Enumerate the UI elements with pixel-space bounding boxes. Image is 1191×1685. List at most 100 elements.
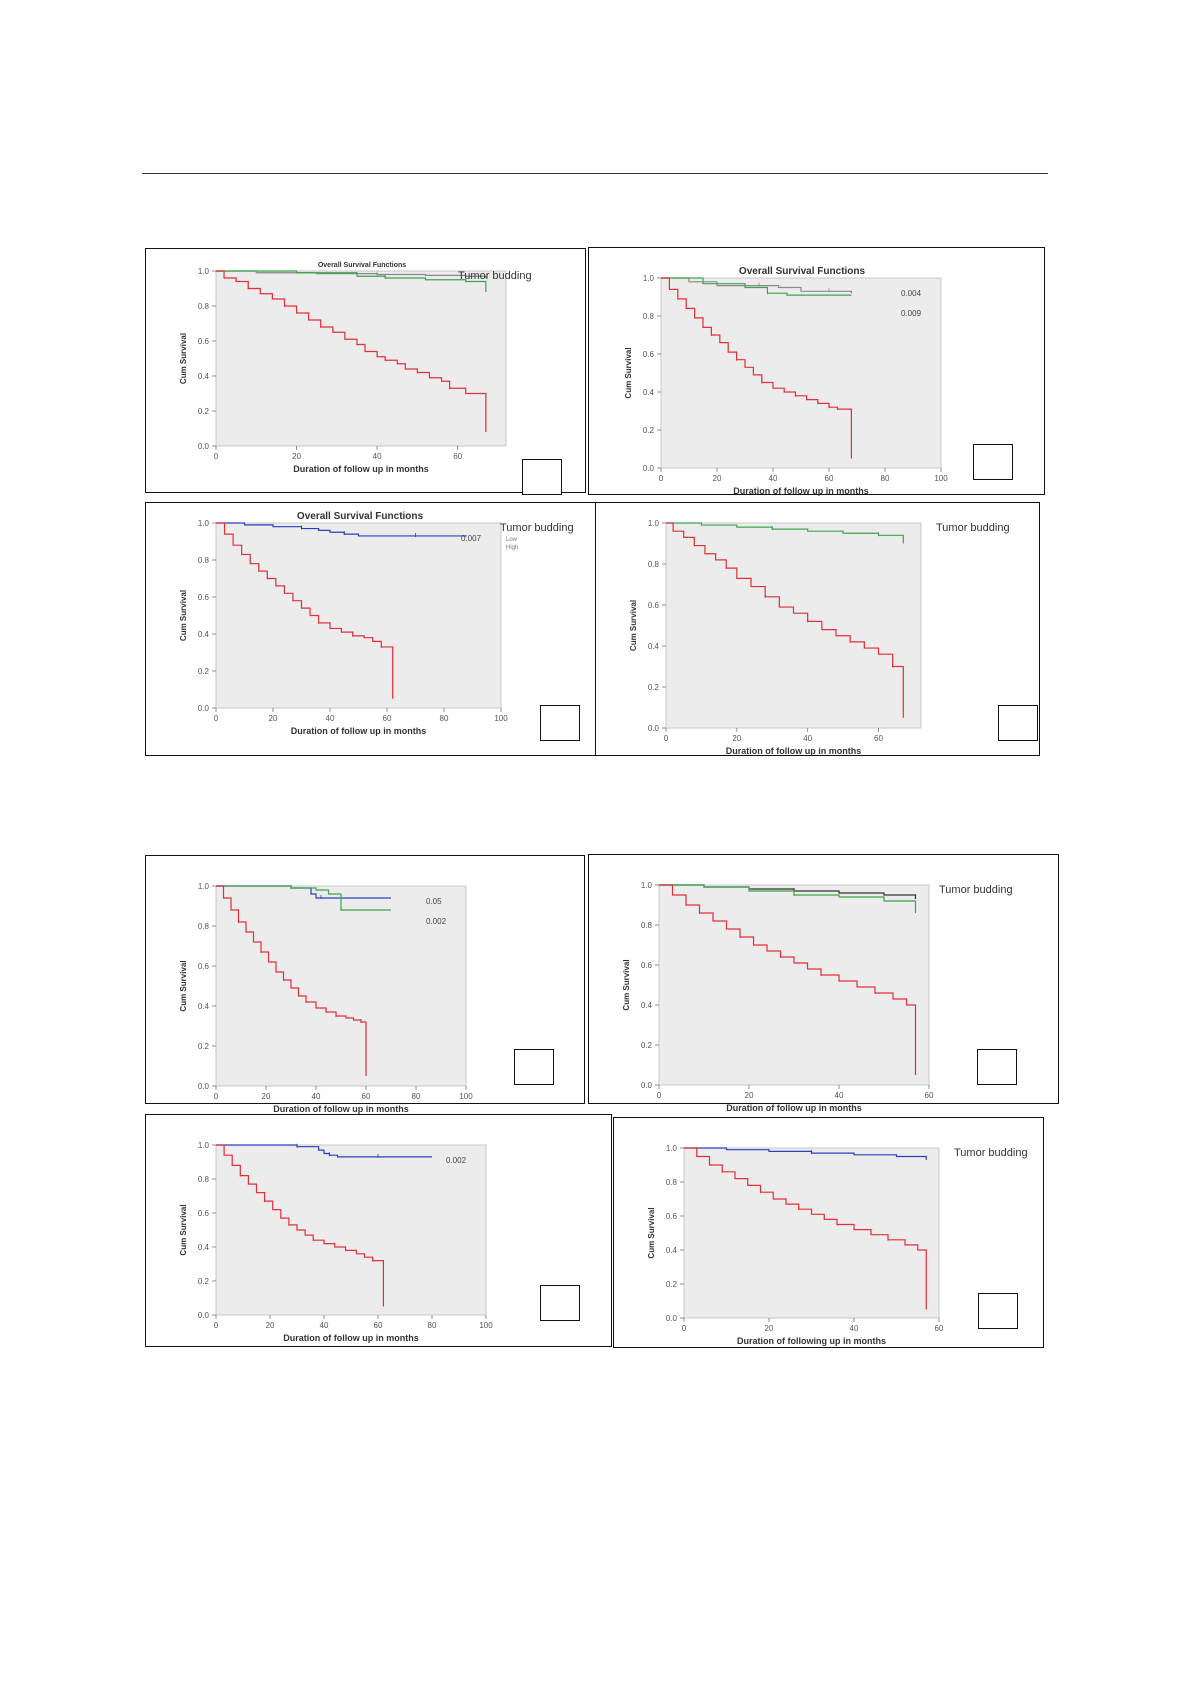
y-axis-title: Cum Survival: [179, 333, 188, 384]
x-axis-title: Duration of follow up in months: [291, 726, 426, 736]
y-tick-label: 1.0: [198, 882, 210, 891]
series-line: [216, 885, 367, 1076]
panel-label-box-3: [540, 705, 580, 741]
x-axis-title: Duration of follow up in months: [726, 746, 861, 756]
x-tick-label: 100: [479, 1321, 493, 1330]
x-tick-label: 60: [383, 714, 392, 723]
y-tick-label: 0.4: [641, 1001, 653, 1010]
x-tick-label: 40: [769, 474, 778, 483]
km-panel-3: Overall Survival Functions 0.0 0.2 0.4 0.6 0.…: [145, 502, 597, 756]
y-axis-title: Cum Survival: [179, 960, 188, 1011]
y-tick-label: 0.0: [198, 1082, 210, 1091]
y-tick-label: 0.6: [641, 961, 653, 970]
km-chart-4: 0.0 0.2 0.4 0.6 0.8 1.0 0 20 40 60 Duration of fol…: [629, 519, 1010, 756]
y-tick-label: 0.6: [198, 1209, 210, 1218]
km-panel-8: 0.0 0.2 0.4 0.6 0.8 1.0 0 20 40 60 Duration of fol…: [613, 1117, 1044, 1348]
x-tick-label: 40: [312, 1092, 321, 1101]
series-line: [661, 277, 852, 459]
x-tick-label: 20: [269, 714, 278, 723]
y-tick-label: 0.4: [198, 630, 210, 639]
x-axis-title: Duration of follow up in months: [283, 1333, 418, 1343]
y-tick-label: 0.2: [198, 407, 210, 416]
legend-title: Tumor budding: [939, 884, 1013, 896]
series-line: [216, 1144, 384, 1307]
y-axis-title: Cum Survival: [179, 1204, 188, 1255]
y-tick-label: 0.2: [198, 1042, 210, 1051]
x-tick-label: 40: [803, 734, 812, 743]
y-tick-label: 1.0: [643, 274, 655, 283]
x-tick-label: 0: [214, 1321, 219, 1330]
chart-title: Overall Survival Functions: [318, 262, 406, 269]
km-chart-5: 0.0 0.2 0.4 0.6 0.8 1.0 0 20 40 60 80 100 Duration o…: [179, 882, 473, 1114]
y-tick-label: 0.6: [198, 962, 210, 971]
y-tick-label: 0.0: [198, 442, 210, 451]
y-tick-label: 0.2: [198, 667, 210, 676]
y-tick-label: 0.6: [643, 350, 655, 359]
y-tick-label: 0.8: [198, 302, 210, 311]
x-tick-label: 0: [214, 714, 219, 723]
panel-label-box-5: [514, 1049, 554, 1085]
x-tick-label: 40: [326, 714, 335, 723]
y-tick-label: 0.8: [641, 921, 653, 930]
panel-label-box-6: [977, 1049, 1017, 1085]
x-tick-label: 80: [440, 714, 449, 723]
y-tick-label: 1.0: [198, 1141, 210, 1150]
x-tick-label: 60: [825, 474, 834, 483]
y-tick-label: 0.4: [648, 642, 660, 651]
x-tick-label: 20: [292, 452, 301, 461]
x-axis-title: Duration of follow up in months: [726, 1103, 861, 1113]
plot-area: [215, 270, 507, 447]
y-tick-label: 0.0: [643, 464, 655, 473]
x-tick-label: 80: [881, 474, 890, 483]
x-axis-title: Duration of follow up in months: [273, 1104, 408, 1114]
x-tick-label: 0: [657, 1091, 662, 1100]
x-tick-label: 20: [732, 734, 741, 743]
km-chart-3: Overall Survival Functions 0.0 0.2 0.4 0.6 0.…: [179, 511, 574, 736]
x-tick-label: 20: [745, 1091, 754, 1100]
x-tick-label: 60: [374, 1321, 383, 1330]
y-tick-label: 0.8: [198, 556, 210, 565]
y-tick-label: 0.6: [648, 601, 660, 610]
km-panel-2: Overall Survival Functions 0.0 0.2 0.4 0.6 0.…: [588, 247, 1045, 496]
x-tick-label: 0: [214, 1092, 219, 1101]
panel-label-box-8: [978, 1293, 1018, 1329]
x-tick-label: 0: [659, 474, 664, 483]
chart-title: Overall Survival Functions: [739, 266, 866, 277]
y-tick-label: 1.0: [648, 519, 660, 528]
x-tick-label: 20: [266, 1321, 275, 1330]
y-tick-label: 0.2: [648, 683, 660, 692]
km-chart-6: 0.0 0.2 0.4 0.6 0.8 1.0 0 20 40 60 Duration of fol…: [622, 881, 1013, 1113]
legend-entry: Low: [506, 537, 518, 543]
y-tick-label: 0.8: [198, 922, 210, 931]
y-tick-label: 0.4: [198, 1002, 210, 1011]
y-tick-label: 0.2: [643, 426, 655, 435]
y-tick-label: 0.8: [198, 1175, 210, 1184]
plot-area: [683, 1147, 940, 1319]
curve-annotation: 0.004: [901, 289, 922, 298]
x-tick-label: 60: [874, 734, 883, 743]
legend-title: Tumor budding: [458, 270, 532, 282]
x-tick-label: 60: [935, 1324, 944, 1333]
y-tick-label: 1.0: [198, 519, 210, 528]
km-panel-4: 0.0 0.2 0.4 0.6 0.8 1.0 0 20 40 60 Duration of fol…: [595, 502, 1040, 756]
y-tick-label: 0.2: [641, 1041, 653, 1050]
x-axis-title: Duration of follow up in months: [733, 486, 868, 496]
panel-label-box-4: [998, 705, 1038, 741]
y-tick-label: 0.0: [666, 1314, 678, 1323]
y-tick-label: 0.4: [666, 1246, 678, 1255]
km-panel-1: Overall Survival Functions 0.0 0.2 0.4 0.6 0.…: [145, 248, 586, 495]
curve-annotation: 0.007: [461, 534, 482, 543]
y-tick-label: 0.0: [198, 704, 210, 713]
series-line: [216, 1144, 432, 1158]
x-tick-label: 60: [362, 1092, 371, 1101]
y-tick-label: 1.0: [641, 881, 653, 890]
panel-label-box-7: [540, 1285, 580, 1321]
y-tick-label: 0.8: [643, 312, 655, 321]
legend-title: Tumor budding: [500, 522, 574, 534]
y-axis-title: Cum Survival: [629, 600, 638, 651]
chart-title: Overall Survival Functions: [297, 511, 424, 522]
y-tick-label: 0.2: [666, 1280, 678, 1289]
x-tick-label: 40: [373, 452, 382, 461]
curve-annotation: 0.009: [901, 309, 922, 318]
x-tick-label: 80: [428, 1321, 437, 1330]
